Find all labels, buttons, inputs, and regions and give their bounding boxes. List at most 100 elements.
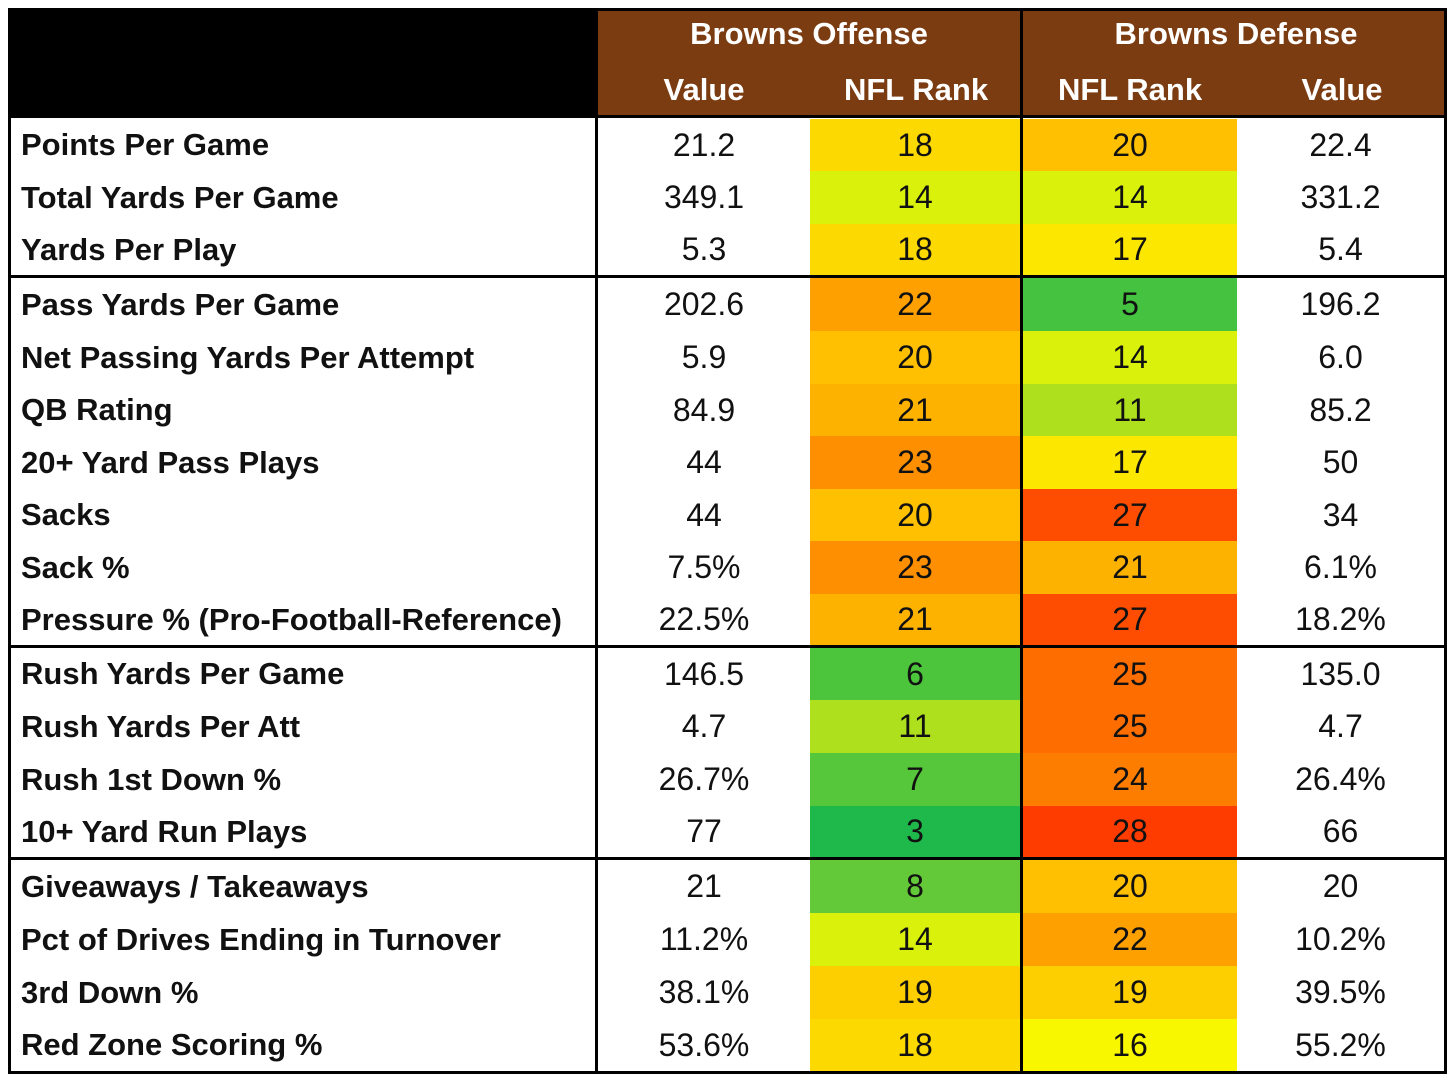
header-blank-cell [8,8,596,116]
defense-rank: 19 [1023,966,1237,1019]
row-label: Pressure % (Pro-Football-Reference) [21,601,562,637]
offense-rank: 14 [810,913,1020,966]
row-label: Rush 1st Down % [21,761,282,797]
defense-rank: 5 [1023,278,1237,331]
offense-rank: 21 [810,384,1020,436]
defense-rank: 25 [1023,700,1237,753]
offense-rank: 3 [810,806,1020,857]
offense-value: 5.9 [681,339,727,375]
label-column-divider [595,8,598,1074]
row-label: 10+ Yard Run Plays [21,813,308,849]
offense-value: 202.6 [663,286,745,322]
offense-rank: 11 [810,700,1020,753]
defense-value: 6.1% [1304,549,1377,585]
defense-rank: 17 [1023,436,1237,489]
offense-rank: 22 [810,278,1020,331]
defense-value: 135.0 [1300,655,1381,692]
defense-value: 4.7 [1318,708,1363,744]
offense-value: 38.1% [658,974,750,1010]
defense-rank: 20 [1023,860,1237,913]
defense-value: 5.4 [1318,231,1363,267]
defense-value: 331.2 [1300,179,1381,215]
row-label: Total Yards Per Game [21,179,339,215]
offense-value: 21 [686,868,722,904]
defense-title: Browns Defense [1114,16,1358,51]
row-label: Sack % [21,549,130,585]
row-label: Yards Per Play [21,231,237,267]
defense-rank: 14 [1023,171,1237,224]
row-label: Pct of Drives Ending in Turnover [21,921,501,957]
defense-value: 50 [1322,444,1359,480]
defense-value: 85.2 [1309,391,1372,428]
offense-rank: 23 [810,436,1020,489]
offense-value: 26.7% [658,761,750,797]
offense-rank: 20 [810,331,1020,384]
defense-rank: 20 [1023,119,1237,171]
offense-title: Browns Offense [690,16,928,51]
offense-value: 77 [686,813,722,849]
row-label: Giveaways / Takeaways [21,868,369,904]
defense-value: 22.4 [1309,126,1372,163]
defense-rank: 16 [1023,1019,1237,1071]
offense-value: 21.2 [672,126,736,163]
offense-value: 5.3 [681,231,727,267]
row-label: QB Rating [21,392,173,427]
defense-rank-header: NFL Rank [1057,72,1203,107]
table-frame [8,8,1447,1074]
offense-value: 53.6% [658,1026,750,1063]
row-label: Rush Yards Per Att [21,708,301,744]
offense-value-header: Value [663,72,745,107]
row-label: 20+ Yard Pass Plays [21,444,320,480]
defense-rank: 25 [1023,648,1237,700]
defense-rank: 28 [1023,806,1237,857]
section-divider [8,857,1447,860]
offense-value: 7.5% [667,549,741,585]
offense-value: 44 [686,496,722,533]
defense-rank: 27 [1023,594,1237,645]
defense-rank: 22 [1023,913,1237,966]
defense-rank: 24 [1023,753,1237,806]
offense-value: 44 [686,444,722,480]
offense-value: 349.1 [663,179,745,215]
row-label: Sacks [21,497,111,532]
section-divider [8,275,1447,278]
offense-rank: 21 [810,594,1020,645]
offense-rank: 14 [810,171,1020,224]
defense-rank: 27 [1023,489,1237,541]
defense-value: 20 [1322,868,1359,904]
row-label: 3rd Down % [21,974,199,1010]
row-label: Net Passing Yards Per Attempt [21,339,475,375]
offense-rank: 18 [810,224,1020,275]
row-label: Red Zone Scoring % [21,1027,323,1062]
defense-value: 6.0 [1318,339,1363,375]
defense-value: 34 [1322,496,1359,533]
defense-value: 55.2% [1295,1026,1386,1063]
defense-value: 26.4% [1295,761,1386,797]
offense-rank: 20 [810,489,1020,541]
offense-rank: 6 [810,648,1020,700]
defense-value: 196.2 [1300,286,1381,322]
offense-rank: 7 [810,753,1020,806]
defense-value-header: Value [1301,72,1383,107]
defense-value: 39.5% [1295,974,1386,1010]
defense-value: 18.2% [1295,601,1386,637]
offense-value: 4.7 [681,708,727,744]
offense-rank: 8 [810,860,1020,913]
offense-rank: 18 [810,1019,1020,1071]
offense-value: 11.2% [659,921,749,957]
offense-value: 84.9 [672,391,736,428]
row-label: Points Per Game [21,127,270,162]
defense-rank: 17 [1023,224,1237,275]
offense-rank: 18 [810,119,1020,171]
offense-value: 146.5 [663,655,745,692]
row-label: Pass Yards Per Game [21,286,340,322]
row-label: Rush Yards Per Game [21,656,345,691]
section-divider [8,645,1447,648]
offense-rank-header: NFL Rank [843,72,989,107]
defense-value: 66 [1322,813,1359,849]
defense-rank: 14 [1023,331,1237,384]
header-divider [8,115,1447,118]
defense-value: 10.2% [1295,921,1386,957]
offense-value: 22.5% [658,601,750,637]
defense-rank: 21 [1023,541,1237,594]
